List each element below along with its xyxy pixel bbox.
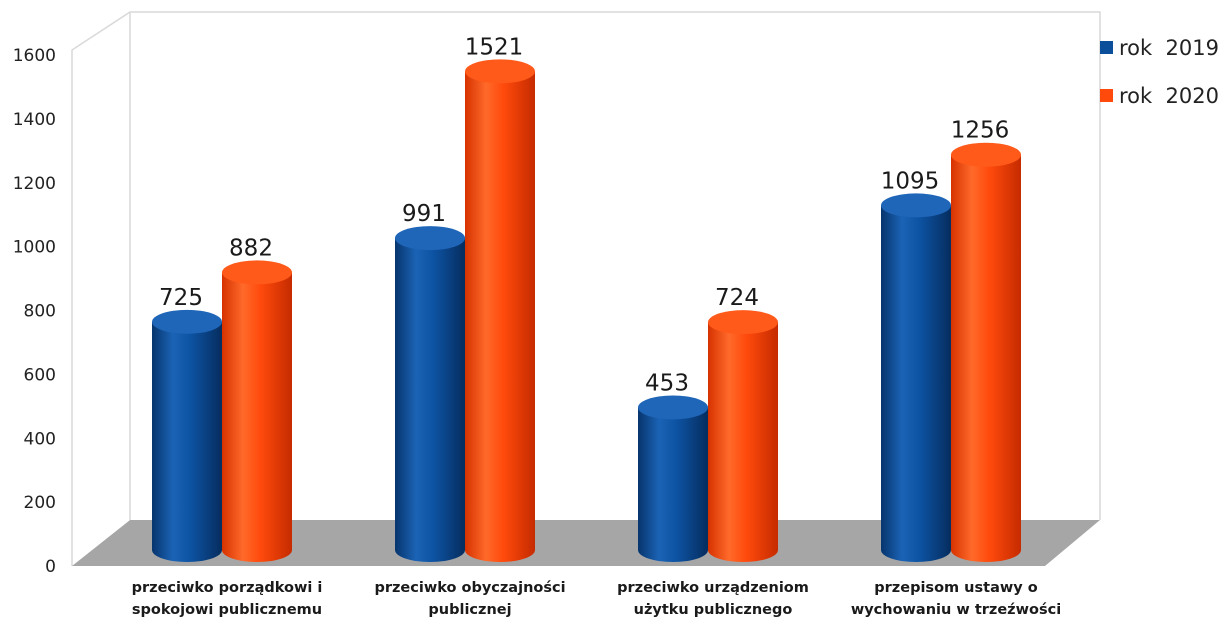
cylinder-body [395,238,465,562]
data-label: 1521 [465,34,524,60]
cylinder-top [222,260,292,284]
cylinder-top [951,143,1021,167]
x-category-label: publicznej [428,602,511,618]
y-tick-label: 800 [24,302,56,322]
cylinder-bar [395,226,465,562]
legend-label-2019: rok 2019 [1119,36,1219,60]
x-category-label: przeciwko urządzeniom [617,580,809,596]
cylinder-bar [152,310,222,562]
y-tick-label: 200 [24,493,56,513]
y-tick-label: 1000 [13,238,56,258]
legend-swatch-2019 [1100,41,1113,54]
data-label: 453 [645,370,689,396]
cylinder-body [465,71,535,562]
cylinder-body [638,407,708,562]
y-tick-label: 1600 [13,46,56,66]
x-category-label: przepisom ustawy o [874,580,1037,596]
cylinder-top [708,310,778,334]
cylinder-bar [881,193,951,562]
cylinder-bar [708,310,778,562]
cylinder-bar [465,59,535,562]
legend: rok 2019 rok 2020 [1100,36,1219,108]
cylinder-body [152,322,222,562]
cylinder-top [465,59,535,83]
y-tick-label: 400 [24,429,56,449]
cylinder-top [395,226,465,250]
x-category-label: wychowaniu w trzeźwości [851,602,1061,618]
y-tick-label: 600 [24,365,56,385]
x-axis-labels: przeciwko porządkowi i spokojowi publiczn… [132,580,1062,618]
data-label: 724 [715,285,759,311]
cylinder-bar [951,143,1021,562]
cylinder-body [951,155,1021,562]
data-label: 725 [159,285,203,311]
legend-swatch-2020 [1100,89,1113,102]
cylinder-top [152,310,222,334]
cylinder-top [638,395,708,419]
cylinder-body [222,272,292,562]
y-tick-label: 1200 [13,174,56,194]
data-label: 882 [229,235,273,261]
y-axis-ticks: 0 200 400 600 800 1000 1200 1400 1600 [13,46,56,577]
cylinder-body [708,322,778,562]
x-category-label: przeciwko obyczajności [374,580,565,596]
data-label: 991 [402,201,446,227]
cylinder-series [152,59,1021,562]
x-category-label: spokojowi publicznemu [132,602,322,618]
y-tick-label: 0 [45,557,56,577]
cylinder-bar [222,260,292,562]
data-label: 1256 [951,118,1010,144]
y-tick-label: 1400 [13,110,56,130]
cylinder-bar [638,395,708,562]
cylinder-top [881,193,951,217]
cylinder-body [881,205,951,562]
data-label: 1095 [881,168,940,194]
x-category-label: przeciwko porządkowi i [132,580,323,596]
x-category-label: użytku publicznego [634,602,793,618]
legend-label-2020: rok 2020 [1119,84,1219,108]
